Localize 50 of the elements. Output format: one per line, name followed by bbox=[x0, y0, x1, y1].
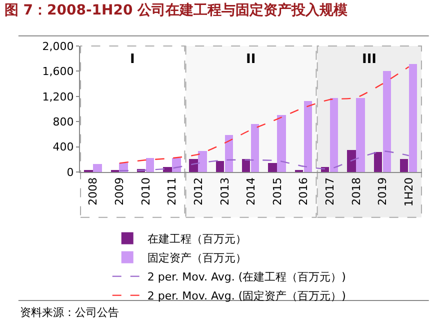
legend-label: 2 per. Mov. Avg. (固定资产（百万元）) bbox=[147, 290, 346, 303]
bar bbox=[400, 159, 408, 172]
x-tick-label: 2016 bbox=[297, 177, 310, 206]
band-label: I bbox=[130, 52, 135, 67]
legend-label: 2 per. Mov. Avg. (在建工程（百万元）) bbox=[147, 270, 346, 284]
bar bbox=[251, 124, 259, 172]
bar bbox=[374, 152, 382, 172]
bar bbox=[409, 64, 417, 172]
bar bbox=[242, 159, 250, 172]
x-tick-label: 2012 bbox=[192, 177, 205, 206]
bar bbox=[198, 151, 207, 172]
text: 资料来源：公司公告 bbox=[20, 306, 119, 319]
bar bbox=[216, 161, 224, 172]
y-tick-label: 2,000 bbox=[42, 40, 74, 53]
chart-title: 图 7：2008-1H20 公司在建工程与固定资产投入规模 bbox=[4, 2, 349, 19]
bar bbox=[330, 98, 338, 172]
band-label: II bbox=[246, 52, 256, 67]
x-tick-label: 2017 bbox=[323, 177, 336, 206]
y-tick-label: 800 bbox=[52, 115, 74, 128]
x-tick-label: 2018 bbox=[350, 177, 363, 206]
x-tick-label: 2013 bbox=[218, 177, 232, 206]
x-tick-label: 2008 bbox=[86, 177, 100, 206]
band-label: III bbox=[362, 52, 377, 67]
x-tick-label: 2010 bbox=[139, 177, 152, 206]
line-series bbox=[118, 150, 410, 172]
y-tick-label: 0 bbox=[66, 166, 74, 179]
x-tick-label: 2019 bbox=[376, 177, 390, 206]
bar bbox=[347, 150, 356, 172]
bar bbox=[304, 101, 312, 172]
legend-label: 在建工程（百万元） bbox=[147, 232, 246, 246]
x-tick-label: 2015 bbox=[270, 177, 284, 206]
bar bbox=[268, 163, 277, 172]
bar bbox=[225, 135, 233, 172]
x-tick-label: 2009 bbox=[113, 177, 126, 206]
line-series bbox=[118, 66, 410, 164]
bar bbox=[172, 158, 181, 172]
bar bbox=[356, 98, 365, 172]
x-tick-label: 2014 bbox=[244, 177, 258, 206]
y-tick-label: 1,200 bbox=[42, 90, 74, 104]
bar bbox=[163, 167, 172, 172]
bar bbox=[277, 115, 286, 172]
y-tick-label: 1,600 bbox=[42, 65, 74, 78]
y-tick-label: 400 bbox=[52, 140, 74, 154]
bar bbox=[383, 71, 391, 172]
bar bbox=[146, 158, 154, 172]
bar bbox=[93, 164, 102, 172]
x-tick-label: 1H20 bbox=[402, 177, 416, 207]
legend-label: 固定资产（百万元） bbox=[147, 252, 246, 265]
bar bbox=[189, 159, 198, 172]
x-tick-label: 2011 bbox=[166, 177, 179, 206]
